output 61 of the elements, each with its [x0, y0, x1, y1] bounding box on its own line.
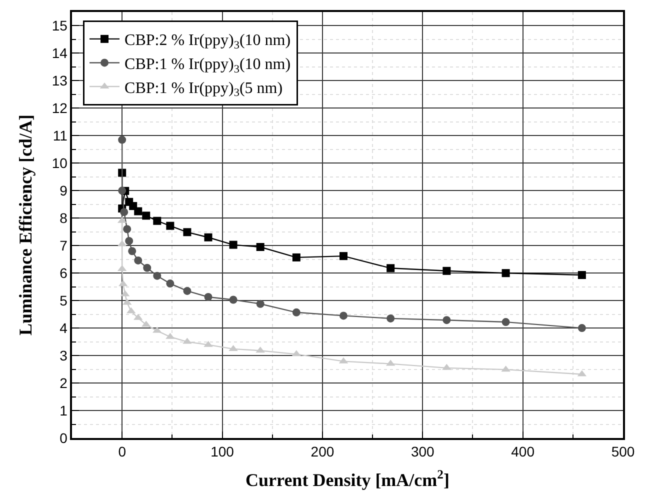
point — [256, 300, 264, 308]
y-tick-label: 2 — [60, 374, 68, 391]
legend-label: CBP:1 % Ir(ppy)$_{3}$(10 nm) — [124, 56, 291, 76]
point — [386, 314, 395, 322]
y-tick-label: 12 — [52, 100, 68, 116]
point — [578, 271, 586, 280]
point — [229, 240, 238, 249]
y-tick-label: 9 — [60, 182, 68, 199]
point — [120, 208, 128, 216]
point — [125, 236, 134, 245]
point — [204, 233, 212, 242]
y-tick-label: 5 — [60, 292, 68, 308]
y-tick-label: 15 — [52, 18, 68, 34]
point — [118, 186, 126, 195]
point — [502, 318, 510, 326]
x-tick-label: 400 — [511, 444, 535, 460]
legend-label: CBP:2 % Ir(ppy)$_{3}$(10 nm) — [124, 32, 291, 52]
legend-label: CBP:1 % Ir(ppy)$_{3}$(5 nm) — [124, 80, 283, 100]
x-tick-label: 0 — [118, 444, 126, 460]
point — [229, 296, 238, 304]
point — [204, 293, 212, 302]
point — [339, 312, 348, 320]
point — [292, 308, 300, 316]
point — [118, 136, 126, 144]
point — [128, 247, 136, 256]
point — [386, 264, 395, 272]
y-tick-label: 3 — [60, 347, 68, 364]
point — [292, 253, 300, 262]
point — [502, 269, 510, 278]
point — [153, 272, 162, 280]
point — [134, 256, 142, 264]
point — [143, 264, 152, 272]
y-axis-title: Luminance Efficiency [cd/A] — [16, 114, 36, 336]
point — [123, 225, 132, 234]
point — [183, 228, 192, 236]
y-tick-label: 14 — [52, 45, 68, 62]
y-tick-label: 0 — [60, 430, 68, 446]
point — [442, 316, 451, 324]
y-tick-label: 8 — [60, 210, 68, 226]
y-tick-label: 6 — [60, 265, 68, 281]
y-tick-label: 11 — [52, 128, 68, 144]
point — [134, 207, 142, 216]
y-tick-label: 7 — [60, 238, 68, 254]
x-tick-label: 300 — [410, 444, 435, 460]
point — [256, 242, 264, 251]
y-tick-label: 13 — [52, 72, 68, 89]
point — [153, 216, 162, 225]
x-tick-label: 100 — [210, 444, 234, 460]
y-tick-label: 1 — [60, 402, 68, 418]
point — [166, 280, 174, 288]
point — [339, 252, 348, 260]
x-tick-label: 200 — [310, 444, 334, 460]
point — [166, 222, 174, 230]
x-tick-label: 500 — [611, 444, 635, 460]
point — [142, 212, 150, 220]
point — [183, 286, 192, 295]
point — [442, 266, 451, 275]
point — [578, 324, 586, 332]
x-axis-title: Current Density [mA/cm$^{2}$] — [246, 468, 450, 490]
y-tick-label: 10 — [52, 155, 68, 172]
y-tick-label: 4 — [60, 320, 68, 336]
